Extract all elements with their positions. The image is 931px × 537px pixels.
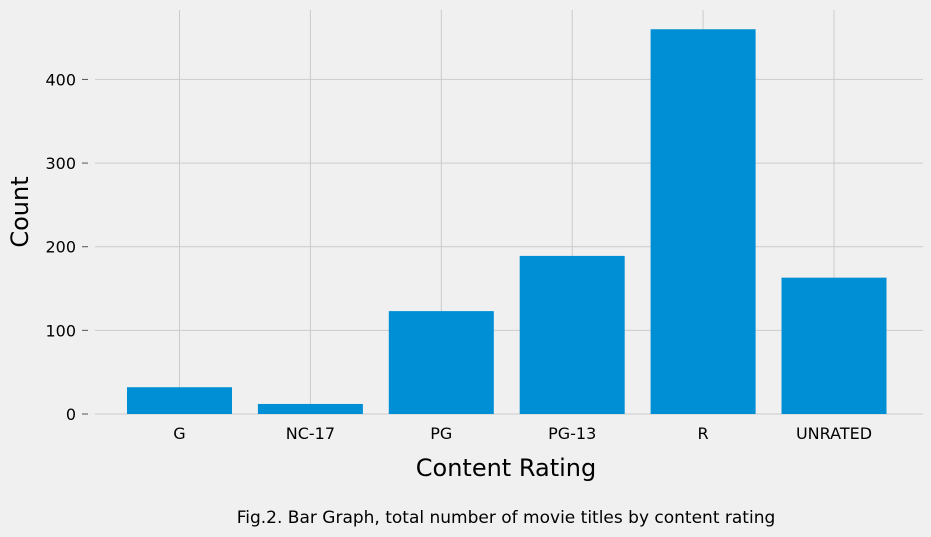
x-tick-label: G (173, 424, 185, 443)
x-axis-ticks: G NC-17 PG PG-13 R UNRATED (173, 424, 872, 443)
y-axis-ticks: 0 100 200 300 400 (45, 70, 88, 424)
x-tick-label: R (698, 424, 709, 443)
bars-layer (127, 29, 887, 414)
x-tick-label: NC-17 (286, 424, 335, 443)
x-tick-label: UNRATED (796, 424, 872, 443)
x-tick-label: PG (430, 424, 452, 443)
y-tick-label: 0 (66, 405, 76, 424)
y-axis-label: Count (6, 176, 34, 247)
y-tick-label: 200 (45, 238, 76, 257)
bar-r (650, 29, 756, 414)
x-axis-label: Content Rating (416, 454, 596, 482)
bar-unrated (781, 277, 887, 414)
bar-g (127, 387, 232, 414)
bar-pg-13 (519, 255, 625, 414)
y-tick-label: 100 (45, 321, 76, 340)
x-tick-label: PG-13 (548, 424, 596, 443)
y-tick-label: 400 (45, 70, 76, 89)
y-tick-label: 300 (45, 154, 76, 173)
bar-nc-17 (257, 403, 363, 414)
figure-caption: Fig.2. Bar Graph, total number of movie … (237, 508, 776, 528)
bar-pg (388, 311, 494, 414)
